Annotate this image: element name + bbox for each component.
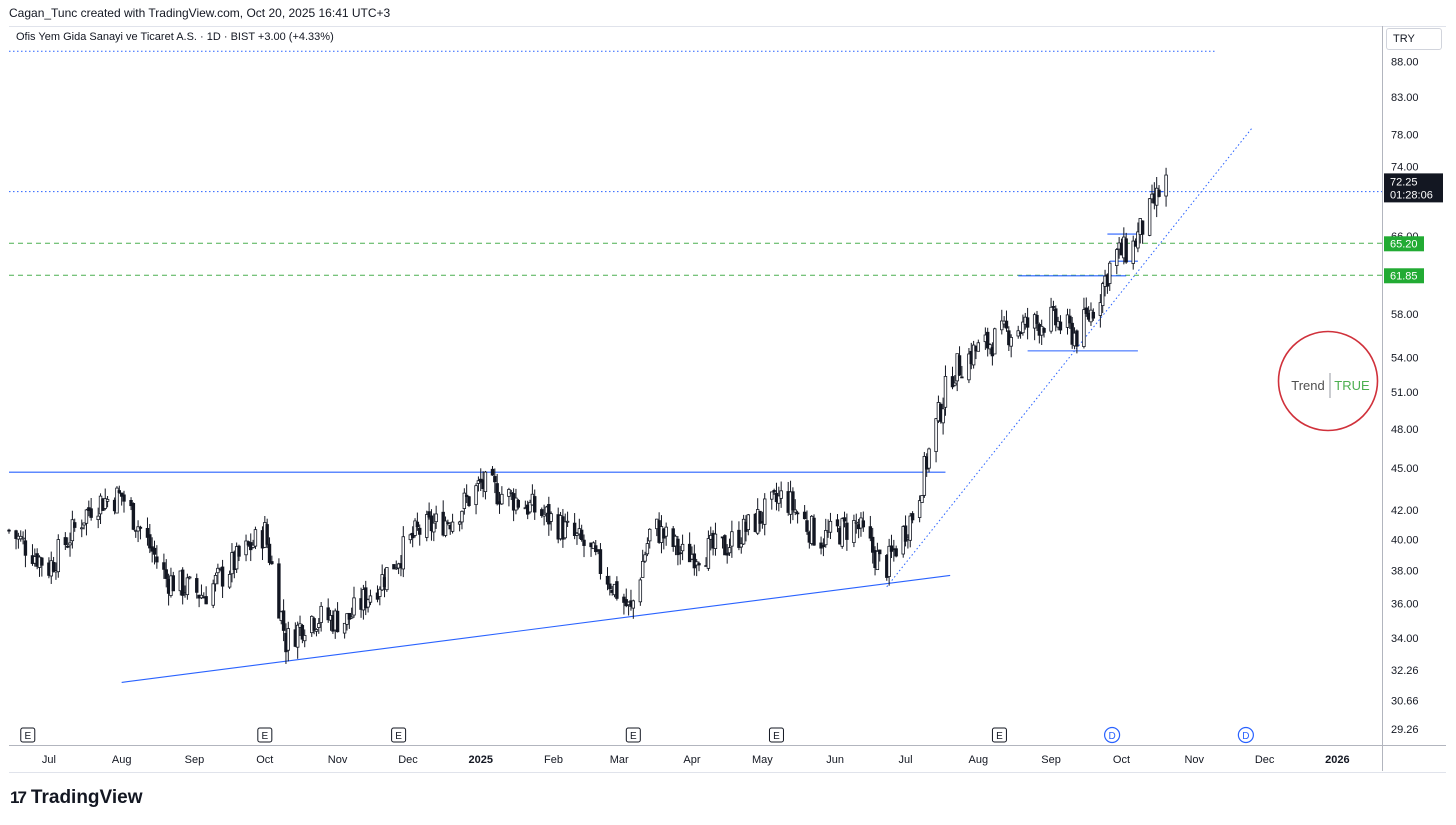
tradingview-logo-icon: 17 <box>10 788 27 807</box>
tradingview-logo[interactable]: 17 TradingView <box>10 787 143 809</box>
chart-frame <box>9 26 1446 773</box>
symbol-legend[interactable]: Ofis Yem Gida Sanayi ve Ticaret A.S. · 1… <box>16 31 334 43</box>
time-axis-divider <box>9 745 1446 746</box>
chart-attribution: Cagan_Tunc created with TradingView.com,… <box>9 6 391 20</box>
currency-selector[interactable]: TRY <box>1386 28 1442 50</box>
symbol-title: Ofis Yem Gida Sanayi ve Ticaret A.S. · 1… <box>16 31 255 43</box>
tradingview-logo-text: TradingView <box>30 787 143 808</box>
price-axis-divider <box>1382 26 1383 771</box>
price-change: +3.00 (+4.33%) <box>257 31 334 43</box>
